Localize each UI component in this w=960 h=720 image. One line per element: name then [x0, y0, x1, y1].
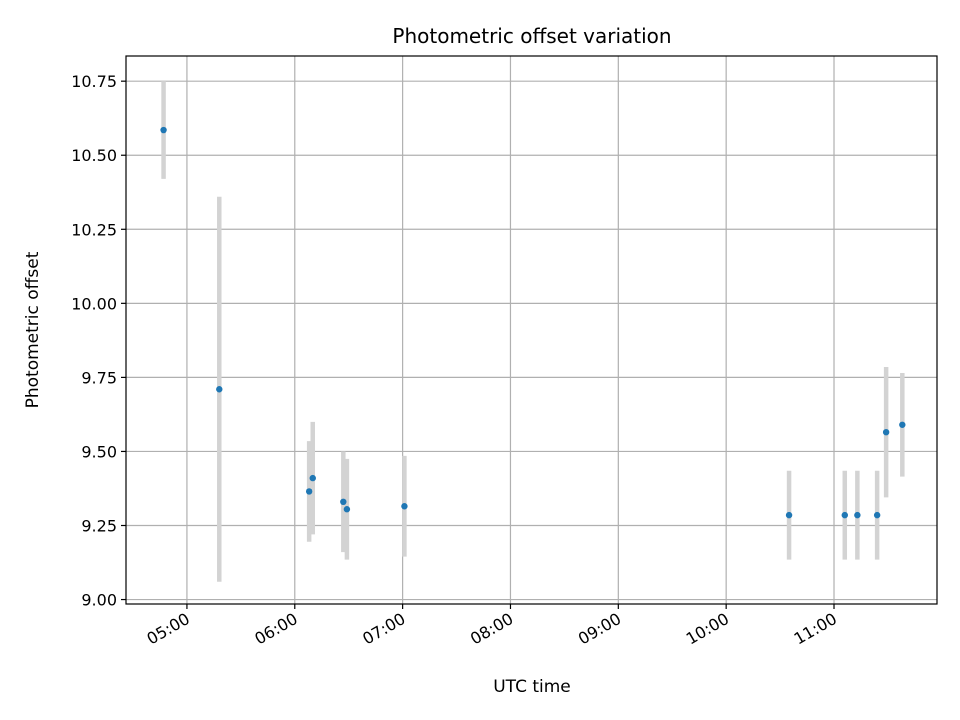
- y-tick-label: 10.25: [71, 220, 117, 239]
- data-point: [305, 488, 313, 495]
- data-point: [899, 421, 906, 428]
- y-axis: 9.00 9.25 9.50 9.75 10.00 10.25 10.50 10.75: [71, 72, 126, 610]
- chart-title: Photometric offset variation: [392, 24, 671, 48]
- y-tick-label: 9.50: [81, 442, 117, 461]
- data-point: [841, 511, 848, 519]
- data-point: [785, 511, 793, 519]
- y-tick-label: 10.75: [71, 72, 117, 91]
- plot-frame: [125, 55, 938, 605]
- data-point: [401, 503, 408, 510]
- y-tick-label: 9.75: [81, 368, 117, 387]
- data-point: [309, 474, 316, 482]
- data-point: [343, 506, 351, 513]
- data-point: [854, 511, 861, 519]
- x-axis-title: UTC time: [493, 677, 571, 697]
- y-tick-label: 9.25: [81, 517, 117, 536]
- y-axis-title: Photometric offset: [23, 251, 43, 408]
- data-point: [160, 126, 167, 134]
- data-point: [340, 498, 347, 506]
- y-tick-label: 10.50: [71, 146, 117, 165]
- data-point: [216, 386, 223, 393]
- data-points: [160, 126, 906, 519]
- y-tick-label: 10.00: [71, 294, 117, 313]
- data-point: [873, 511, 881, 519]
- data-point: [882, 428, 890, 436]
- y-tick-label: 9.00: [81, 591, 117, 610]
- grid: [126, 56, 937, 604]
